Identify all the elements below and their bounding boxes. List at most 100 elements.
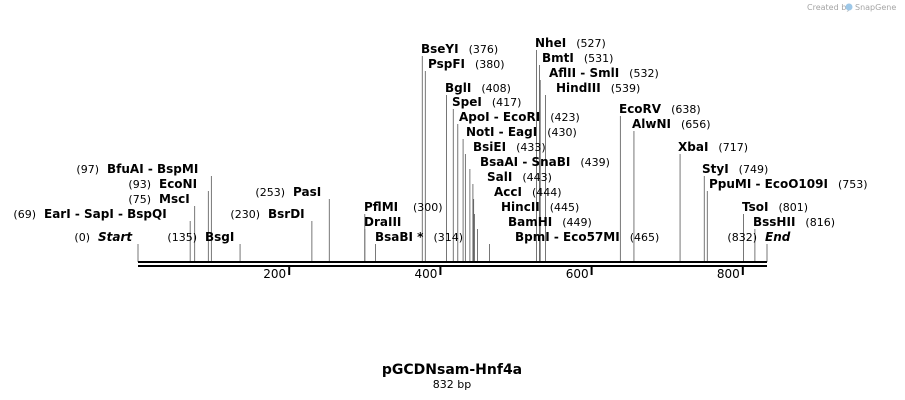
site-name: PflMI: [364, 200, 398, 214]
site-name: BamHI: [508, 215, 552, 229]
site-name: AccI: [494, 185, 522, 199]
site-name: SpeI: [452, 95, 482, 109]
site-label-draiii[interactable]: DraIII: [364, 215, 401, 229]
site-name: BssHII: [753, 215, 795, 229]
ruler-tick-label: 600: [566, 267, 589, 281]
site-label-bsabi[interactable]: BsaBI * (314): [375, 230, 463, 244]
site-name: BsiEI: [473, 140, 506, 154]
site-label-ppumi-eco0109i[interactable]: PpuMI - EcoO109I (753): [709, 177, 868, 191]
site-label-hincii[interactable]: HincII (445): [501, 200, 579, 214]
site-name: BseYI: [421, 42, 459, 56]
site-name: TsoI: [742, 200, 768, 214]
site-position-bsrdi: (230): [230, 208, 260, 221]
site-label-noti-eagi[interactable]: NotI - EagI (430): [466, 125, 577, 139]
site-label-bsiei[interactable]: BsiEI (433): [473, 140, 546, 154]
site-position: (423): [550, 111, 580, 124]
ruler-tick-label: 400: [414, 267, 437, 281]
site-position: (539): [611, 82, 641, 95]
site-name: BmtI: [542, 51, 574, 65]
site-label-ecorv[interactable]: EcoRV (638): [619, 102, 701, 116]
site-position: (531): [584, 52, 614, 65]
sequence-backbone: [138, 261, 767, 267]
site-name: ApoI - EcoRI: [459, 110, 540, 124]
site-position: (801): [778, 201, 808, 214]
snapgene-logo-icon: [845, 3, 853, 11]
site-name: EcoNI: [159, 177, 197, 191]
site-label-pasi[interactable]: PasI: [293, 185, 321, 199]
site-position: (376): [469, 43, 499, 56]
site-label-bsrdi[interactable]: BsrDI: [268, 207, 305, 221]
site-name: Start: [98, 230, 133, 244]
site-position: (749): [739, 163, 769, 176]
site-name: XbaI: [678, 140, 708, 154]
site-name: End: [765, 230, 791, 244]
site-label-xbai[interactable]: XbaI (717): [678, 140, 748, 154]
site-label-bfuai-bspmi[interactable]: BfuAI - BspMI: [107, 162, 198, 176]
site-label-nhei[interactable]: NheI (527): [535, 36, 606, 50]
site-label-bsshii[interactable]: BssHII (816): [753, 215, 835, 229]
site-label-hindiii[interactable]: HindIII (539): [556, 81, 640, 95]
site-label-start[interactable]: Start: [98, 230, 133, 244]
site-label-bsgi[interactable]: BsgI: [205, 230, 234, 244]
site-position-start: (0): [74, 231, 90, 244]
site-label-spei[interactable]: SpeI (417): [452, 95, 521, 109]
site-label-bamhi[interactable]: BamHI (449): [508, 215, 592, 229]
site-position: (443): [522, 171, 552, 184]
site-name: BsaAI - SnaBI: [480, 155, 570, 169]
site-label-alwni[interactable]: AlwNI (656): [632, 117, 711, 131]
site-position: (314): [433, 231, 463, 244]
site-position: (656): [681, 118, 711, 131]
site-name: SalI: [487, 170, 512, 184]
site-name: DraIII: [364, 215, 401, 229]
ruler-tick-label: 200: [263, 267, 286, 281]
site-name: NotI - EagI: [466, 125, 537, 139]
site-name: StyI: [702, 162, 729, 176]
site-position: (433): [516, 141, 546, 154]
site-label-msci[interactable]: MscI: [159, 192, 190, 206]
site-label-econi[interactable]: EcoNI: [159, 177, 197, 191]
position-ruler: 200 400 600 800: [263, 266, 744, 281]
site-name: HindIII: [556, 81, 601, 95]
site-position: (430): [547, 126, 577, 139]
site-name: BsrDI: [268, 207, 305, 221]
site-name: BglI: [445, 81, 471, 95]
site-label-sali[interactable]: SalI (443): [487, 170, 552, 184]
site-position: (417): [492, 96, 522, 109]
site-name: BfuAI - BspMI: [107, 162, 198, 176]
site-label-end[interactable]: End: [765, 230, 791, 244]
site-name: MscI: [159, 192, 190, 206]
site-connectors: [137, 50, 768, 262]
site-position-pasi: (253): [255, 186, 285, 199]
site-position-pflmi-draiii: (300): [413, 201, 443, 214]
site-position: (717): [718, 141, 748, 154]
site-label-apoi-ecori[interactable]: ApoI - EcoRI (423): [459, 110, 580, 124]
site-label-styi[interactable]: StyI (749): [702, 162, 768, 176]
site-name: EarI - SapI - BspQI: [44, 207, 167, 221]
site-label-bmti[interactable]: BmtI (531): [542, 51, 613, 65]
site-position-econi: (93): [128, 178, 151, 191]
site-label-bseyi[interactable]: BseYI (376): [421, 42, 498, 56]
site-labels[interactable]: NheI (527)BmtI (531)AflII - SmlI (532)HindI…: [13, 36, 867, 244]
site-label-bgli[interactable]: BglI (408): [445, 81, 511, 95]
site-name: PspFI: [428, 57, 465, 71]
site-name: BsaBI *: [375, 230, 424, 244]
site-position-msci: (75): [128, 193, 151, 206]
site-position: (445): [550, 201, 580, 214]
site-label-eari-sapi-bspqi[interactable]: EarI - SapI - BspQI: [44, 207, 167, 221]
site-label-bsaai-snabi[interactable]: BsaAI - SnaBI (439): [480, 155, 610, 169]
site-label-tsoi[interactable]: TsoI (801): [742, 200, 808, 214]
site-label-acci[interactable]: AccI (444): [494, 185, 562, 199]
site-name: PpuMI - EcoO109I: [709, 177, 828, 191]
site-name: PasI: [293, 185, 321, 199]
credit-text: Created by: [807, 3, 851, 12]
site-label-pflmi[interactable]: PflMI: [364, 200, 398, 214]
site-label-aflii-smli[interactable]: AflII - SmlI (532): [549, 66, 659, 80]
site-name: NheI: [535, 36, 566, 50]
site-position-bsgi: (135): [167, 231, 197, 244]
site-label-bpmi-eco57mi[interactable]: BpmI - Eco57MI (465): [515, 230, 659, 244]
site-position-bfuai-bspmi: (97): [76, 163, 99, 176]
site-label-pspfi[interactable]: PspFI (380): [428, 57, 505, 71]
site-name: HincII: [501, 200, 540, 214]
site-name: BpmI - Eco57MI: [515, 230, 620, 244]
